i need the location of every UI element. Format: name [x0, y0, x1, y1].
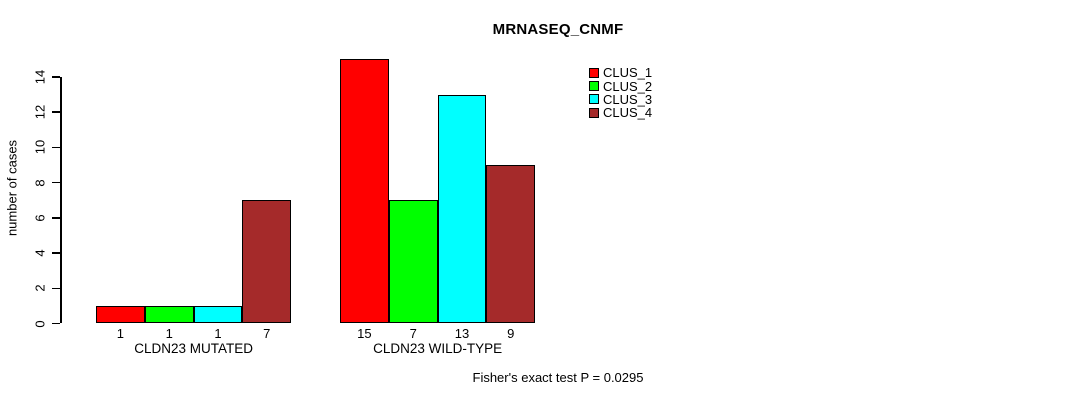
legend-item-clus_4: CLUS_4	[589, 106, 652, 119]
legend-label: CLUS_3	[603, 91, 653, 107]
bar-value-label: 15	[357, 326, 372, 341]
y-axis-tick	[52, 217, 60, 219]
y-axis-tick	[52, 181, 60, 184]
y-axis-tick-label: 8	[32, 178, 48, 187]
y-axis-tick-label: 12	[32, 104, 48, 120]
y-axis-tick-label: 6	[32, 214, 48, 222]
legend-label: CLUS_4	[603, 105, 653, 121]
legend-swatch-icon	[589, 94, 599, 105]
y-axis-tick	[52, 146, 60, 149]
legend: CLUS_1 CLUS_2 CLUS_3 CLUS_4	[589, 66, 652, 120]
bar-value-label: 9	[507, 326, 515, 341]
bar-clus_3-group1	[193, 305, 243, 324]
y-axis-tick-label: 0	[32, 319, 48, 328]
y-axis-tick	[52, 252, 60, 254]
bar-clus_4-group2	[486, 164, 536, 324]
bar-clus_4-group1	[242, 200, 292, 324]
x-category-label: CLDN23 MUTATED	[134, 341, 253, 356]
y-axis-tick	[52, 287, 60, 290]
y-axis-tick-label: 4	[32, 249, 48, 257]
legend-label: CLUS_2	[603, 78, 653, 94]
bar-value-label: 7	[409, 326, 417, 341]
legend-swatch-icon	[589, 107, 599, 118]
bar-clus_1-group2	[340, 59, 389, 324]
bar-value-label: 13	[454, 326, 470, 341]
bar-clus_1-group1	[96, 305, 145, 324]
legend-item-clus_1: CLUS_1	[589, 66, 652, 79]
bar-value-label: 7	[263, 326, 271, 341]
y-axis-tick-label: 2	[32, 284, 48, 292]
y-axis-tick-label: 14	[32, 69, 48, 85]
chart-title: MRNASEQ_CNMF	[492, 21, 624, 38]
legend-swatch-icon	[589, 67, 599, 78]
annotation-fishers-test: Fisher's exact test P = 0.0295	[472, 370, 644, 385]
y-axis-tick	[52, 111, 60, 113]
legend-item-clus_2: CLUS_2	[589, 78, 653, 94]
bar-clus_2-group1	[144, 305, 194, 324]
x-category-label: CLDN23 WILD-TYPE	[373, 341, 503, 356]
y-axis-tick	[52, 322, 60, 325]
bar-value-label: 1	[116, 326, 125, 341]
bar-value-label: 1	[165, 326, 173, 341]
legend-swatch-icon	[589, 81, 599, 92]
y-axis-tick	[52, 76, 60, 78]
bar-clus_3-group2	[437, 94, 487, 324]
y-axis-line	[60, 76, 62, 324]
y-axis-tick-label: 10	[32, 140, 48, 155]
bar-clus_2-group2	[388, 200, 438, 324]
legend-item-clus_3: CLUS_3	[589, 93, 652, 106]
y-axis-title: number of cases	[4, 139, 20, 237]
bar-value-label: 1	[214, 326, 222, 341]
legend-label: CLUS_1	[603, 65, 653, 81]
